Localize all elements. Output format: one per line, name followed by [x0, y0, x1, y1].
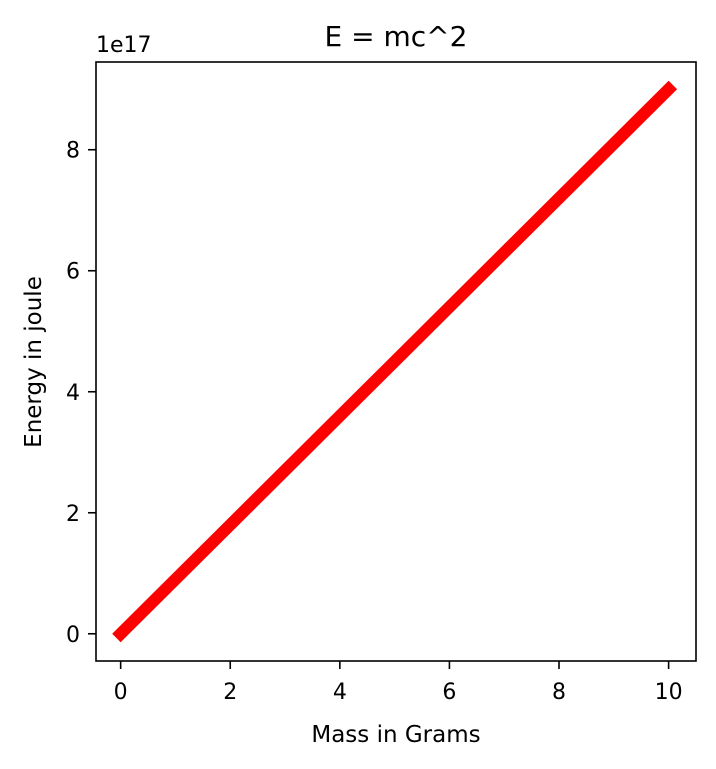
- x-axis-label: Mass in Grams: [311, 722, 480, 748]
- x-tick-label: 4: [333, 680, 347, 705]
- series-line-0: [112, 80, 678, 643]
- series-layer: [112, 80, 678, 643]
- y-tick-label: 8: [66, 139, 80, 164]
- y-axis-label: Energy in joule: [21, 276, 47, 448]
- x-tick-label: 6: [442, 680, 456, 705]
- plot-frame: [95, 61, 697, 662]
- y-tick-label: 2: [66, 502, 80, 527]
- x-tick-label: 2: [223, 680, 237, 705]
- chart-title: E = mc^2: [325, 20, 468, 53]
- plot-area: [95, 61, 697, 662]
- y-axis: 0 2 4 6 8: [66, 139, 96, 648]
- y-tick-label: 4: [66, 381, 80, 406]
- y-tick-label: 6: [66, 260, 80, 285]
- y-axis-offset-label: 1e17: [96, 33, 152, 58]
- x-tick-label: 8: [552, 680, 566, 705]
- y-tick-label: 0: [66, 623, 80, 648]
- x-tick-label: 10: [655, 680, 683, 705]
- x-tick-label: 0: [114, 680, 128, 705]
- x-axis: 0 2 4 6 8 10: [114, 661, 683, 705]
